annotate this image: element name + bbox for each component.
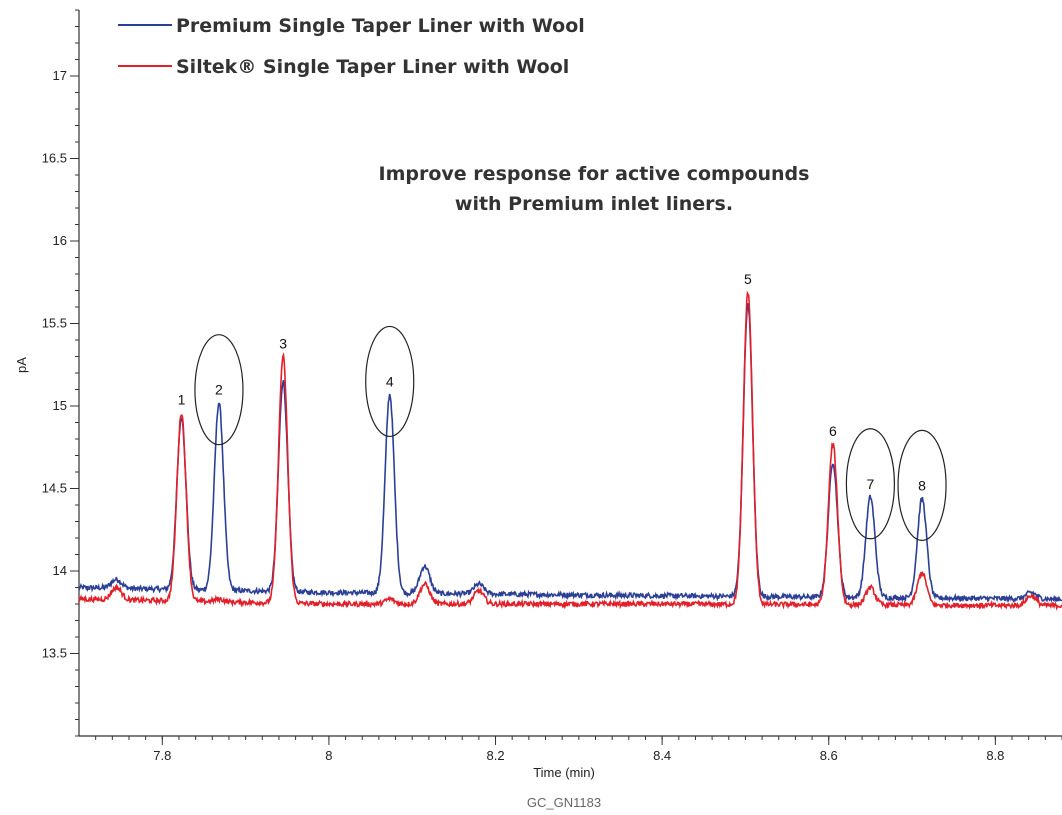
peak-labels-layer: 1 2 3 4 5 6 7 8 [178, 271, 927, 493]
y-tick-label: 17 [53, 68, 67, 83]
y-tick-label: 16.5 [42, 151, 67, 166]
y-tick-label: 14 [53, 563, 67, 578]
y-tick-label: 14.5 [42, 481, 67, 496]
series-line-premium [78, 302, 1062, 604]
legend: Premium Single Taper Liner with Wool Sil… [118, 15, 585, 78]
y-tick-label: 15 [53, 398, 67, 413]
annotation: Improve response for active compounds wi… [379, 163, 810, 215]
y-axis-title: pA [14, 357, 29, 373]
x-tick-label: 8.4 [653, 748, 671, 763]
y-tick-label: 16 [53, 233, 67, 248]
y-tick-label: 15.5 [42, 316, 67, 331]
peak-highlight-circle [897, 429, 947, 541]
peak-label: 3 [279, 336, 287, 352]
y-tick-label: 13.5 [42, 646, 67, 661]
peak-label: 8 [918, 477, 926, 493]
peak-label: 4 [386, 373, 394, 389]
peak-highlight-circle [845, 428, 895, 540]
legend-label-siltek: Siltek® Single Taper Liner with Wool [176, 56, 569, 78]
peak-highlight-circle [365, 325, 415, 438]
peak-label: 1 [178, 392, 186, 408]
peak-label: 5 [744, 271, 752, 287]
x-tick-label: 7.8 [153, 748, 171, 763]
x-tick-label: 8.2 [486, 748, 504, 763]
highlight-circles-layer [194, 325, 947, 541]
x-tick-label: 8 [325, 748, 332, 763]
annotation-line-2: with Premium inlet liners. [455, 193, 733, 215]
peak-highlight-circle [194, 334, 244, 446]
peak-label: 6 [829, 423, 837, 439]
figure-code: GC_GN1183 [527, 795, 601, 810]
peak-label: 7 [866, 476, 874, 492]
x-axis-title: Time (min) [533, 765, 595, 780]
annotation-line-1: Improve response for active compounds [379, 163, 810, 185]
legend-label-premium: Premium Single Taper Liner with Wool [176, 15, 585, 37]
series-line-siltek [78, 290, 1062, 611]
series-layer [78, 290, 1062, 611]
x-tick-label: 8.8 [986, 748, 1004, 763]
x-tick-label: 8.6 [820, 748, 838, 763]
peak-label: 2 [215, 382, 223, 398]
